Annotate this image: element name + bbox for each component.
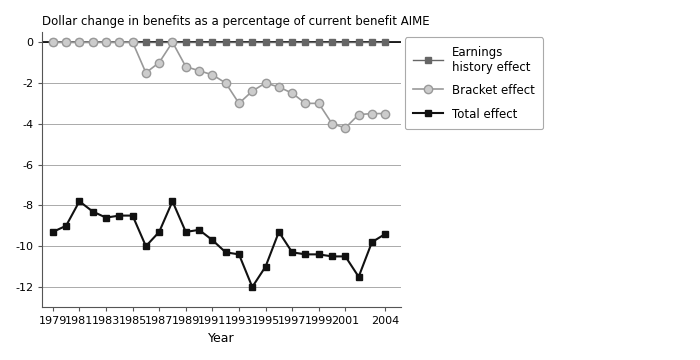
X-axis label: Year: Year — [209, 332, 235, 345]
Text: Dollar change in benefits as a percentage of current benefit AIME: Dollar change in benefits as a percentag… — [42, 15, 430, 28]
Legend: Earnings
history effect, Bracket effect, Total effect: Earnings history effect, Bracket effect,… — [405, 37, 543, 129]
